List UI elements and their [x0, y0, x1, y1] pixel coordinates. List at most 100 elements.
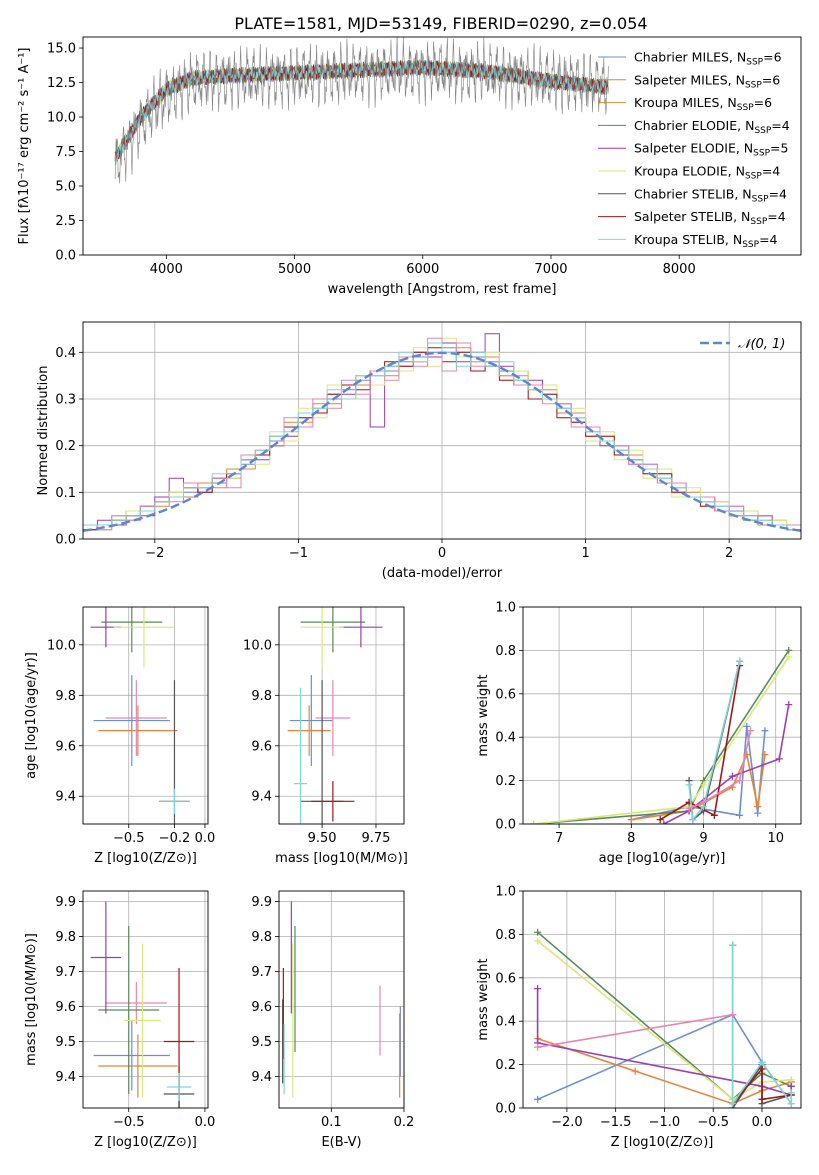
- x-tick-label: −1: [289, 546, 308, 561]
- y-tick-label: 7.5: [55, 145, 76, 160]
- series-marker: [758, 1058, 766, 1066]
- panel-spectrum: 4000 5000 6000 7000 8000 0.0 2.5 5.0 7.5 10.0 12.5…: [17, 36, 802, 297]
- y-tick-label: 1.0: [495, 601, 516, 616]
- axes-frame: [278, 890, 405, 1109]
- y-tick-label: 9.8: [55, 689, 76, 704]
- error-point: [159, 788, 190, 814]
- legend-entry: Salpeter STELIB, NSSP=4: [634, 209, 786, 227]
- error-point: [105, 982, 167, 1024]
- axes-frame: [522, 606, 802, 825]
- legend-entry: Kroupa ELODIE, NSSP=4: [634, 164, 780, 182]
- series-line: [537, 940, 792, 1101]
- series-marker: [728, 772, 736, 780]
- y-tick-label: 0.4: [495, 731, 516, 746]
- plot-area: [90, 901, 195, 1108]
- panel-mass-vs-Z: −0.5 0.0 9.4 9.5 9.6 9.7 9.8 9.9 Z [log10(Z/Z⊙)]…: [24, 890, 215, 1150]
- error-point: [315, 680, 351, 756]
- x-tick-label: 7: [555, 831, 563, 846]
- y-tick-label: 1.0: [495, 885, 516, 900]
- error-point: [339, 607, 383, 648]
- series-marker: [775, 755, 783, 763]
- y-tick-label: 9.4: [55, 790, 76, 805]
- y-axis-label: Flux [fλ10⁻¹⁷ erg cm⁻² s⁻¹ A⁻¹]: [17, 48, 32, 245]
- y-tick-label: 9.4: [55, 1070, 76, 1085]
- series-marker: [785, 653, 793, 661]
- legend: Chabrier MILES, NSSP=6 Salpeter MILES, NS…: [598, 50, 790, 250]
- axes-frame: [82, 890, 209, 1109]
- y-tick-label: 9.5: [55, 1035, 76, 1050]
- series-marker: [736, 657, 744, 665]
- x-tick-label: 0.2: [394, 1115, 415, 1130]
- plot-area: [530, 646, 793, 824]
- x-axis-label: wavelength [Angstrom, rest frame]: [328, 282, 557, 297]
- y-tick-label: 9.6: [55, 739, 76, 754]
- y-tick-label: 0.3: [55, 393, 76, 408]
- error-point: [289, 675, 333, 766]
- series-marker: [736, 811, 744, 819]
- y-tick-label: 0.2: [495, 1058, 516, 1073]
- x-tick-label: 8000: [663, 262, 696, 277]
- series-marker: [534, 1043, 542, 1051]
- panel-weight-vs-Z: −2.0 −1.5 −1.0 −0.5 0.0 0.0 0.2 0.4 0.6 0.8 1.0 Z […: [476, 885, 802, 1150]
- x-tick-label: −0.5: [113, 831, 145, 846]
- error-point: [287, 705, 331, 756]
- x-tick-label: −1.0: [649, 1115, 681, 1130]
- y-axis-label: Normed distribution: [36, 366, 51, 496]
- x-axis-label: Z [log10(Z/Z⊙)]: [94, 851, 197, 866]
- x-tick-label: 9.50: [308, 831, 337, 846]
- data-line: [114, 37, 609, 184]
- y-tick-label: 9.6: [251, 739, 272, 754]
- y-tick-label: 0.6: [495, 971, 516, 986]
- series-line: [688, 661, 741, 822]
- y-axis-label: mass weight: [476, 674, 491, 756]
- x-tick-label: 0.1: [321, 1115, 342, 1130]
- series-marker: [787, 1100, 795, 1108]
- y-tick-label: 0.0: [55, 249, 76, 264]
- series-marker: [530, 820, 538, 824]
- error-point: [113, 607, 175, 668]
- error-point: [98, 1034, 178, 1098]
- x-tick-label: −2.0: [551, 1115, 583, 1130]
- y-tick-label: 0.0: [495, 818, 516, 833]
- axes-frame: [278, 606, 405, 825]
- x-axis-label: (data-model)/error: [382, 566, 503, 581]
- y-tick-label: 9.5: [251, 1035, 272, 1050]
- y-tick-label: 0.8: [495, 928, 516, 943]
- x-tick-label: −0.2: [159, 831, 191, 846]
- error-point: [311, 781, 355, 822]
- x-tick-label: 10: [767, 831, 784, 846]
- y-tick-label: 2.5: [55, 214, 76, 229]
- panel-age-vs-Z: −0.5 −0.2 0.0 9.4 9.6 9.8 10.0 Z [log10(Z/Z⊙)] a…: [24, 606, 215, 866]
- y-tick-label: 12.5: [47, 76, 76, 91]
- x-tick-label: 9.75: [362, 831, 391, 846]
- legend-entry: Salpeter MILES, NSSP=6: [634, 72, 780, 90]
- x-axis-label: Z [log10(Z/Z⊙)]: [94, 1135, 197, 1150]
- x-tick-label: 0: [438, 546, 446, 561]
- series-marker: [746, 727, 754, 735]
- error-point: [90, 901, 122, 1014]
- normal-curve: [83, 351, 801, 532]
- x-axis-label: mass [log10(M/M⊙)]: [275, 851, 408, 866]
- legend-entry: Chabrier STELIB, NSSP=4: [634, 186, 787, 204]
- series-marker: [787, 1076, 795, 1084]
- x-tick-label: 6000: [406, 262, 439, 277]
- error-point: [300, 607, 366, 653]
- x-tick-label: 4000: [150, 262, 183, 277]
- x-axis-label: age [log10(age/yr)]: [599, 851, 726, 866]
- y-tick-label: 10.0: [243, 638, 272, 653]
- plot-area: [83, 333, 801, 539]
- x-tick-label: −0.5: [697, 1115, 729, 1130]
- y-tick-label: 9.4: [251, 790, 272, 805]
- error-point: [124, 943, 161, 1098]
- series-marker: [758, 1065, 766, 1073]
- series-marker: [729, 1011, 737, 1019]
- legend-entry: Chabrier MILES, NSSP=6: [634, 50, 782, 68]
- plot-area: [287, 607, 383, 824]
- legend-entry: Kroupa STELIB, NSSP=4: [634, 232, 778, 250]
- y-tick-label: 9.8: [55, 930, 76, 945]
- panel-weight-vs-age: 7 8 9 10 0.0 0.2 0.4 0.6 0.8 1.0 age [log10(age/yr…: [476, 601, 802, 866]
- error-point: [98, 705, 178, 756]
- series-marker: [758, 1095, 766, 1103]
- y-axis-label: mass [log10(M/M⊙)]: [24, 933, 39, 1066]
